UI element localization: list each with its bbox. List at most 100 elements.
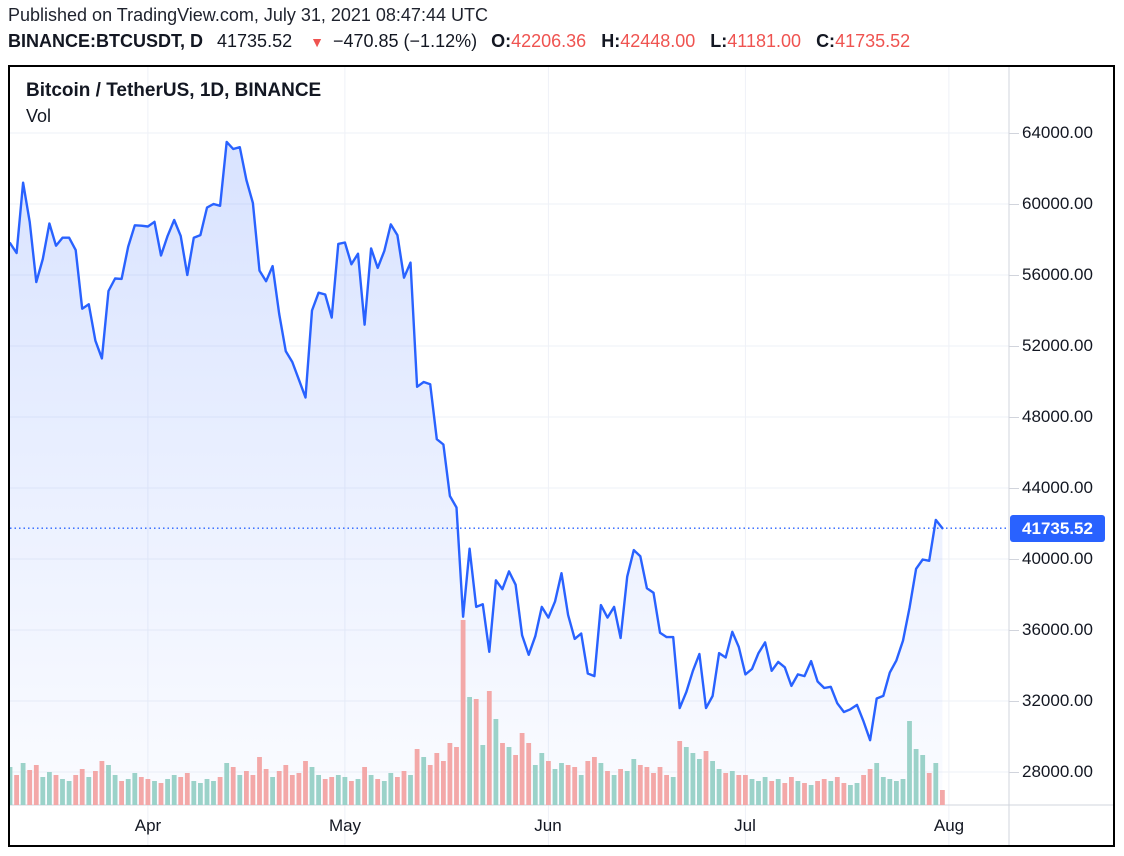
volume-bar xyxy=(257,757,262,805)
volume-bar xyxy=(178,777,184,805)
volume-bar xyxy=(276,771,282,805)
y-axis-tick xyxy=(1009,346,1019,347)
volume-bar xyxy=(808,785,814,805)
volume-bar xyxy=(834,777,840,805)
volume-bar xyxy=(611,775,617,805)
volume-bar xyxy=(578,775,584,805)
volume-bar xyxy=(388,773,394,805)
area-series-fill xyxy=(10,141,943,805)
volume-bar xyxy=(434,753,440,805)
volume-bar xyxy=(303,761,308,805)
volume-bar xyxy=(106,765,111,805)
change-text: −470.85 (−1.12%) xyxy=(332,31,478,51)
y-axis-label: 52000.00 xyxy=(1022,336,1093,355)
volume-bar xyxy=(473,699,479,805)
x-axis-label[interactable]: Jul xyxy=(734,816,756,835)
volume-bar xyxy=(795,781,801,805)
volume-bar xyxy=(322,779,328,805)
volume-bar xyxy=(349,781,354,805)
y-axis-label: 32000.00 xyxy=(1022,691,1093,710)
volume-bar xyxy=(697,759,702,805)
volume-bar xyxy=(775,779,781,805)
volume-bar xyxy=(408,775,413,805)
down-triangle-icon: ▼ xyxy=(310,34,324,50)
x-axis-label[interactable]: Jun xyxy=(534,816,562,835)
volume-bar xyxy=(375,779,381,805)
chart-title[interactable]: Bitcoin / TetherUS, 1D, BINANCE xyxy=(26,80,322,101)
volume-bar xyxy=(421,757,427,805)
y-axis-tick xyxy=(1009,772,1019,773)
y-axis-label: 60000.00 xyxy=(1022,194,1093,213)
volume-bar xyxy=(138,777,144,805)
volume-bar xyxy=(47,772,52,805)
volume-bar xyxy=(447,743,453,805)
volume-bar xyxy=(427,765,433,805)
volume-bar xyxy=(532,765,538,805)
volume-bar xyxy=(749,779,755,805)
volume-bar xyxy=(145,779,151,805)
x-axis-label[interactable]: Aug xyxy=(933,816,965,835)
ohlc-low: L:41181.00 xyxy=(710,31,801,51)
volume-bar xyxy=(60,779,65,805)
open-label: O: xyxy=(491,31,512,51)
volume-bar xyxy=(263,769,269,805)
volume-bar xyxy=(683,747,689,805)
volume-bar xyxy=(513,755,518,805)
symbol-text: BINANCE:BTCUSDT, D xyxy=(8,31,203,51)
x-axis-label[interactable]: Apr xyxy=(134,816,162,835)
volume-bar xyxy=(565,765,571,805)
ohlc-close: C:41735.52 xyxy=(816,31,910,51)
volume-bar xyxy=(802,783,807,805)
volume-bar xyxy=(198,783,203,805)
high-value: 42448.00 xyxy=(620,31,696,51)
volume-bar xyxy=(486,691,492,805)
indicator-vol-label[interactable]: Vol xyxy=(26,106,52,126)
x-axis-label[interactable]: May xyxy=(328,816,362,835)
volume-bar xyxy=(598,763,604,805)
volume-bar xyxy=(467,697,472,805)
ohlc-high: H:42448.00 xyxy=(601,31,695,51)
volume-bar xyxy=(756,781,761,805)
y-axis-label: 48000.00 xyxy=(1022,407,1093,426)
volume-bar xyxy=(20,763,26,805)
volume-bar xyxy=(605,771,610,805)
volume-bar xyxy=(703,751,709,805)
close-value: 41735.52 xyxy=(835,31,911,51)
chart-canvas[interactable] xyxy=(10,67,1113,845)
volume-bar xyxy=(493,719,499,805)
y-axis-label: 64000.00 xyxy=(1022,123,1093,142)
y-axis-tick xyxy=(1009,204,1019,205)
volume-bar xyxy=(710,761,715,805)
volume-bar xyxy=(848,785,853,805)
volume-bar xyxy=(769,781,775,805)
volume-bar xyxy=(743,775,748,805)
volume-bar xyxy=(874,763,880,805)
volume-bar xyxy=(73,775,79,805)
volume-bar xyxy=(894,781,899,805)
volume-bar xyxy=(152,781,157,805)
low-value: 41181.00 xyxy=(727,31,802,51)
volume-bar xyxy=(362,767,367,805)
volume-bar xyxy=(736,775,742,805)
volume-bar xyxy=(296,773,302,805)
volume-bar xyxy=(316,775,321,805)
volume-bar xyxy=(112,775,118,805)
volume-bar xyxy=(887,779,893,805)
volume-bar xyxy=(217,777,223,805)
ohlc-open: O:42206.36 xyxy=(491,31,586,51)
price-chart: Bitcoin / TetherUS, 1D, BINANCE Vol 4173… xyxy=(8,65,1115,847)
volume-bar xyxy=(40,777,46,805)
volume-bar xyxy=(460,620,466,805)
volume-bar xyxy=(670,777,676,805)
volume-bar xyxy=(10,767,13,805)
volume-bar xyxy=(414,749,420,805)
low-label: L: xyxy=(710,31,728,51)
volume-bar xyxy=(500,743,505,805)
volume-bar xyxy=(99,761,105,805)
volume-bar xyxy=(782,783,788,805)
volume-bar xyxy=(907,721,912,805)
volume-bar xyxy=(33,765,39,805)
close-label: C: xyxy=(816,31,836,51)
volume-bar xyxy=(585,761,591,805)
volume-bar xyxy=(401,771,407,805)
